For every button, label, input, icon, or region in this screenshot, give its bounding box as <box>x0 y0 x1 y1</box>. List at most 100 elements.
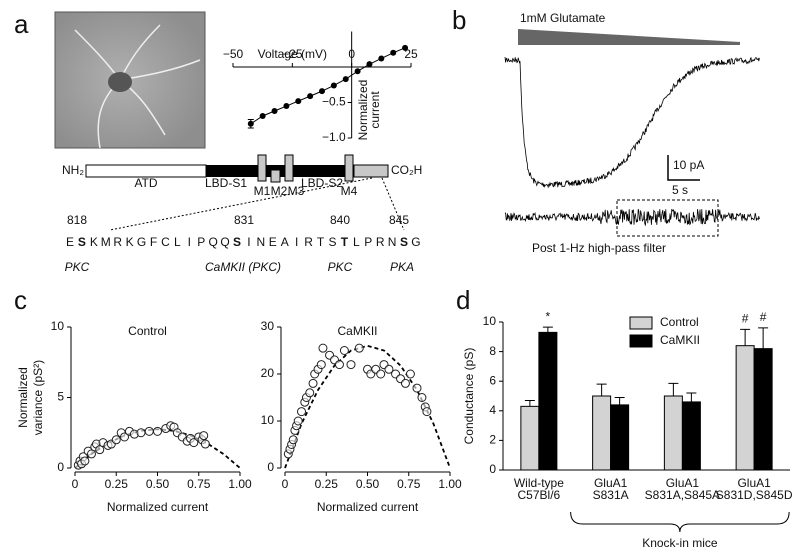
residue: A <box>281 235 289 249</box>
point <box>199 431 209 441</box>
kinase: CaMKII (PKC) <box>205 260 281 274</box>
y-tick-label: −1.0 <box>322 130 346 144</box>
residue-number: 831 <box>234 213 254 227</box>
point <box>308 378 318 388</box>
panel-label: d <box>456 285 470 315</box>
x-tick-label: 1.00 <box>228 477 252 491</box>
domain-label: M1 <box>254 184 271 198</box>
point <box>318 343 328 353</box>
domain-label: M3 <box>288 184 305 198</box>
point <box>378 55 385 62</box>
y-tick-label: 10 <box>51 319 65 333</box>
fit-line <box>284 344 451 469</box>
bar <box>592 395 612 471</box>
point <box>144 426 154 436</box>
y-tick-label: 30 <box>261 319 275 333</box>
point <box>422 407 432 417</box>
error-bar <box>524 399 535 407</box>
y-axis-label: Normalized <box>356 80 370 141</box>
y-tick-label: 6 <box>489 373 496 387</box>
x-tick-label: −25 <box>282 47 303 61</box>
chart-title: CaMKII <box>337 324 377 338</box>
y-axis-label: Conductance (pS) <box>462 348 476 445</box>
x-tick-label: 0 <box>282 477 289 491</box>
point <box>120 432 129 442</box>
x-tick-label: 0.75 <box>397 477 421 491</box>
domain-label: M4 <box>341 184 358 198</box>
chart-title: Control <box>128 324 167 338</box>
bar <box>538 331 558 471</box>
point <box>295 98 302 105</box>
x-axis-label: Normalized current <box>317 500 419 514</box>
y-axis-label: variance (pS²) <box>31 360 45 435</box>
current-trace <box>504 56 760 189</box>
x-tick-label: 0.25 <box>105 477 129 491</box>
residue-number: 845 <box>389 213 409 227</box>
highlight-box <box>616 199 719 237</box>
x-tick-label: GluA1 <box>666 476 700 490</box>
point <box>334 360 344 370</box>
point <box>346 360 356 370</box>
error-bar <box>542 326 553 333</box>
point <box>330 82 337 89</box>
residue: N <box>257 235 266 249</box>
domain <box>284 154 294 182</box>
bar <box>681 401 701 471</box>
point <box>111 435 121 445</box>
panel-label: c <box>14 285 27 315</box>
domain <box>353 164 389 178</box>
x-tick-label: 25 <box>404 47 418 61</box>
n-terminus: NH₂ <box>62 163 84 177</box>
residue: F <box>150 235 157 249</box>
x-tick-label: Wild-type <box>514 476 564 490</box>
residue: I <box>188 235 191 249</box>
domain <box>344 154 354 182</box>
point <box>366 61 373 68</box>
point <box>305 388 315 398</box>
scale-label: 10 pA <box>673 158 704 172</box>
y-axis-label: Normalized <box>16 367 30 428</box>
group-label: Knock-in mice <box>642 536 718 550</box>
stimulus-label: 1mM Glutamate <box>520 11 606 25</box>
y-tick-label: 2 <box>489 433 496 447</box>
residue: Q <box>208 235 217 249</box>
y-tick-label: 10 <box>483 314 497 328</box>
y-tick-label: 20 <box>261 366 275 380</box>
residue: R <box>304 235 313 249</box>
x-tick-label: GluA1 <box>737 476 771 490</box>
point <box>400 378 410 388</box>
point <box>354 68 361 75</box>
point <box>200 439 210 449</box>
scale-bar <box>667 155 700 181</box>
c-terminus: CO₂H <box>391 163 422 177</box>
residue: S <box>233 235 241 249</box>
y-tick-label: 0 <box>489 462 496 476</box>
y-axis-label: current <box>368 91 382 129</box>
y-tick-label: −0.5 <box>322 95 346 109</box>
residue: S <box>328 235 336 249</box>
x-tick-label: −50 <box>223 47 244 61</box>
point <box>80 456 90 466</box>
point <box>319 88 325 95</box>
x-axis-label: Normalized current <box>107 500 209 514</box>
point <box>271 108 278 115</box>
point <box>402 44 409 51</box>
bar <box>735 345 755 471</box>
kinase: PKC <box>65 260 90 274</box>
x-axis-label: Voltage (mV) <box>258 47 327 61</box>
x-tick-label: S831D,S845D <box>716 488 793 502</box>
domain <box>257 154 267 182</box>
residue: E <box>269 235 277 249</box>
point <box>189 438 199 448</box>
domain-label: M2 <box>271 184 288 198</box>
annotation: * <box>546 309 551 323</box>
point <box>283 103 290 110</box>
x-tick-label: 0.75 <box>187 477 211 491</box>
residue: I <box>247 235 250 249</box>
bar <box>520 405 540 471</box>
kinase: PKC <box>328 260 353 274</box>
bar <box>753 348 773 471</box>
residue: N <box>388 235 397 249</box>
point <box>153 426 162 436</box>
